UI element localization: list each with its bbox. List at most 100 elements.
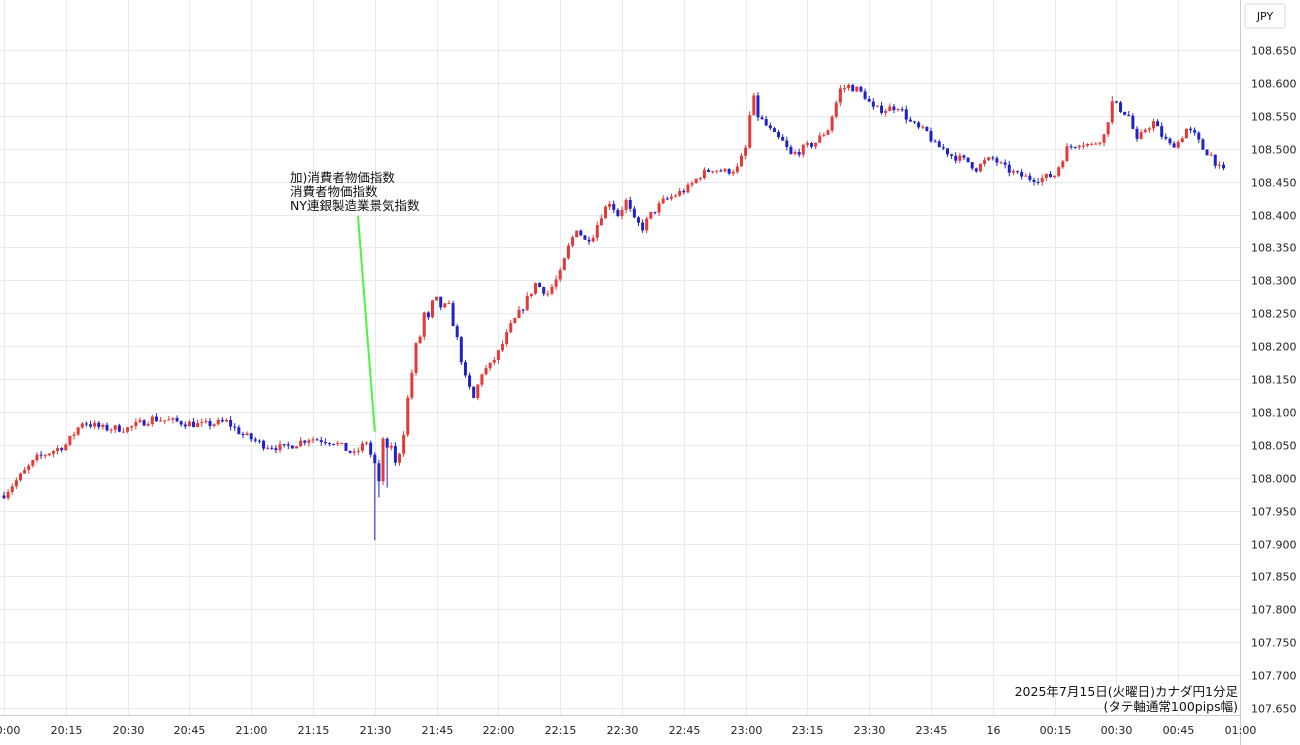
x-tick-label: 01:00 (1225, 724, 1257, 737)
candle (262, 439, 266, 451)
y-tick-label: 108.000 (1251, 473, 1297, 486)
candle (492, 356, 496, 366)
candle (978, 162, 982, 173)
candle (538, 282, 542, 288)
candle (1209, 151, 1213, 157)
candle (93, 420, 97, 430)
candle (356, 447, 360, 456)
candle (929, 127, 933, 143)
candle (463, 360, 467, 378)
candle (1057, 166, 1061, 178)
candle (183, 421, 187, 430)
y-tick-label: 107.650 (1251, 703, 1297, 716)
candle (612, 200, 616, 214)
candle (117, 423, 121, 433)
x-tick-label: 20:15 (51, 724, 83, 737)
chart-caption-line-2: (タテ軸通常100pips幅) (1104, 699, 1238, 714)
x-tick-label: 22:15 (545, 724, 577, 737)
x-tick-label: 16 (987, 724, 1001, 737)
candle (14, 477, 18, 489)
candle (966, 157, 970, 163)
candle (1065, 143, 1069, 162)
y-tick-label: 107.700 (1251, 670, 1297, 683)
candle (47, 453, 51, 457)
candle (669, 193, 673, 201)
candle (1086, 143, 1090, 148)
candle (847, 83, 851, 91)
candle (51, 449, 55, 458)
candle (892, 104, 896, 114)
candle (995, 156, 999, 167)
candle (295, 445, 299, 449)
x-tick-label: 00:30 (1101, 724, 1133, 737)
candle (344, 442, 348, 451)
candle (39, 451, 43, 460)
candle (826, 129, 830, 136)
candle (620, 206, 624, 220)
candle (476, 383, 480, 401)
candle (179, 420, 183, 427)
x-tick-label: 00:15 (1040, 724, 1072, 737)
candle (1160, 122, 1164, 140)
candle (748, 111, 752, 149)
candle (674, 193, 678, 198)
candle (999, 160, 1003, 165)
candle (505, 329, 509, 347)
candle (983, 157, 987, 167)
candle (1201, 138, 1205, 150)
candle (838, 84, 842, 107)
candle (1007, 160, 1011, 177)
candle (89, 420, 93, 429)
candle (360, 440, 364, 454)
x-tick-label: 23:00 (731, 724, 763, 737)
candle (150, 414, 154, 427)
candle (595, 221, 599, 241)
candle (513, 317, 517, 324)
chart-caption-line-1: 2025年7月15日(火曜日)カナダ円1分足 (1015, 684, 1239, 699)
candle (398, 452, 402, 466)
candle (290, 445, 294, 449)
candle (105, 422, 109, 432)
candle (1036, 178, 1040, 185)
candle (1127, 111, 1131, 117)
candle (154, 413, 158, 423)
candle (447, 300, 451, 305)
candle (904, 105, 908, 124)
candle (768, 122, 772, 131)
candle (385, 437, 389, 488)
candle (571, 235, 575, 248)
candle (307, 438, 311, 447)
candle (760, 115, 764, 120)
candle (134, 418, 138, 430)
candle (830, 115, 834, 133)
candle (1040, 174, 1044, 186)
candle (224, 418, 228, 423)
candle (138, 417, 142, 424)
candle (661, 195, 665, 205)
candle (1180, 136, 1184, 143)
candle (159, 417, 163, 422)
candle (777, 129, 781, 140)
candle (97, 420, 101, 430)
candle (257, 439, 261, 444)
x-tick-label: 20:00 (0, 724, 20, 737)
candle (814, 142, 818, 149)
candle (1114, 100, 1118, 104)
candle (731, 169, 735, 176)
candle (369, 440, 373, 458)
candle (752, 92, 756, 116)
candle (913, 120, 917, 124)
candle (1028, 172, 1032, 183)
candle (439, 296, 443, 311)
candle (196, 419, 200, 428)
candle (653, 211, 657, 215)
candle (888, 103, 892, 112)
x-tick-label: 22:30 (607, 724, 639, 737)
currency-label-box[interactable] (1244, 3, 1286, 29)
candle (142, 419, 146, 426)
candle (1193, 127, 1197, 136)
candle (163, 420, 167, 425)
candle (678, 187, 682, 197)
candle (554, 275, 558, 290)
candle (1217, 161, 1221, 169)
